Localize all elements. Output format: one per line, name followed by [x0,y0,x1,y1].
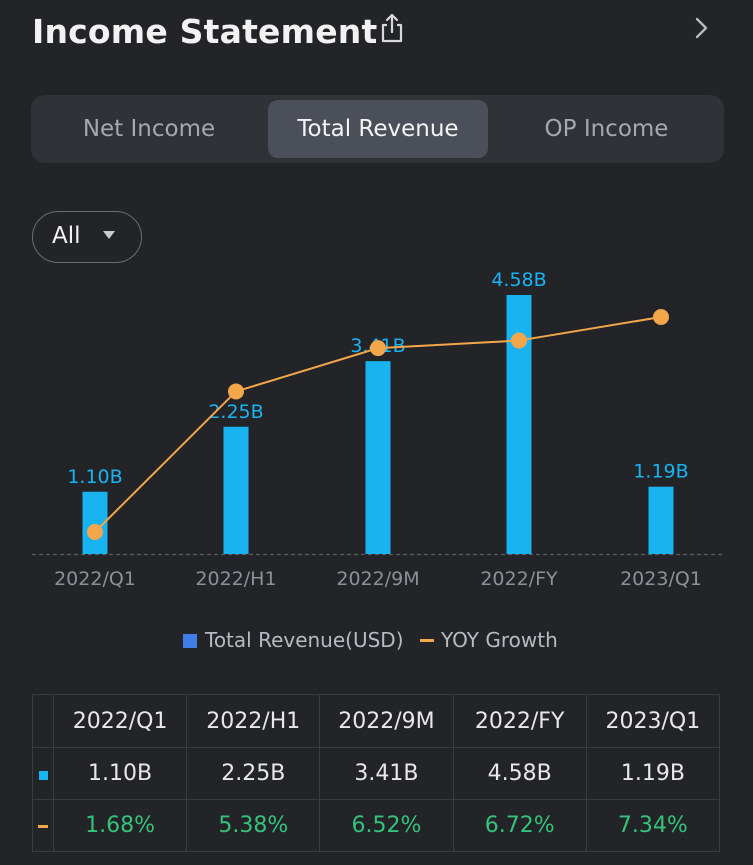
share-icon[interactable] [378,12,406,44]
bar-value-label: 1.10B [67,466,122,488]
header: Income Statement [32,8,722,52]
table-cell: 1.10B [52,747,188,800]
bar-value-label: 1.19B [633,461,688,483]
line-marker-icon [38,824,48,828]
legend-line-swatch [420,639,434,642]
legend-bar-swatch [183,634,197,648]
tab-op-income[interactable]: OP Income [544,116,669,142]
tab-total-revenue[interactable]: Total Revenue [268,100,488,158]
period-filter-dropdown[interactable]: All [32,211,142,263]
yoy-growth-point [370,340,386,357]
yoy-growth-point [511,332,527,349]
revenue-bar [648,486,674,554]
table-cell: 6.72% [452,799,587,852]
yoy-growth-point [653,309,669,325]
table-header-cell: 2022/Q1 [52,694,188,748]
legend-bar-label: Total Revenue(USD) [205,628,404,652]
revenue-bar [223,426,249,554]
x-tick-label: 2022/9M [336,568,419,590]
table-header-cell: 2022/FY [452,694,587,748]
table-cell: 2.25B [186,747,321,800]
x-tick-label: 2022/FY [480,568,558,590]
table-header-cell: 2022/9M [319,694,454,748]
data-table: 2022/Q1 2022/H1 2022/9M 2022/FY 2023/Q1 … [32,694,721,852]
x-tick-label: 2022/Q1 [54,568,136,590]
table-row-growth: 1.68% 5.38% 6.52% 6.72% 7.34% [32,799,721,852]
growth-row-marker [32,799,54,852]
bar-marker-icon [38,771,48,780]
revenue-bar [365,361,391,554]
metric-tabs: Net Income Total Revenue OP Income [31,95,724,163]
table-header-row: 2022/Q1 2022/H1 2022/9M 2022/FY 2023/Q1 [32,694,721,748]
tab-net-income[interactable]: Net Income [82,116,216,142]
page-title: Income Statement [32,12,378,51]
table-cell: 3.41B [319,747,454,800]
table-corner-cell [32,694,54,748]
revenue-row-marker [32,747,54,800]
table-cell: 4.58B [452,747,587,800]
table-cell: 7.34% [585,799,721,852]
table-header-cell: 2022/H1 [186,694,321,748]
period-filter-label: All [52,223,81,249]
caret-down-icon [103,231,115,239]
yoy-growth-point [87,524,103,540]
yoy-growth-point [228,383,244,400]
table-cell: 5.38% [186,799,321,852]
table-row-revenue: 1.10B 2.25B 3.41B 4.58B 1.19B [32,747,721,800]
table-cell: 1.19B [585,747,721,800]
chevron-right-icon[interactable] [692,14,712,42]
bar-value-label: 4.58B [491,269,546,291]
revenue-chart: 1.10B2.25B3.41B4.58B1.19B2022/Q12022/H12… [32,269,724,590]
table-cell: 1.68% [52,799,188,852]
table-cell: 6.52% [319,799,454,852]
table-header-cell: 2023/Q1 [585,694,721,748]
legend-line-label: YOY Growth [441,628,558,652]
x-tick-label: 2023/Q1 [620,568,702,590]
x-tick-label: 2022/H1 [195,568,276,590]
